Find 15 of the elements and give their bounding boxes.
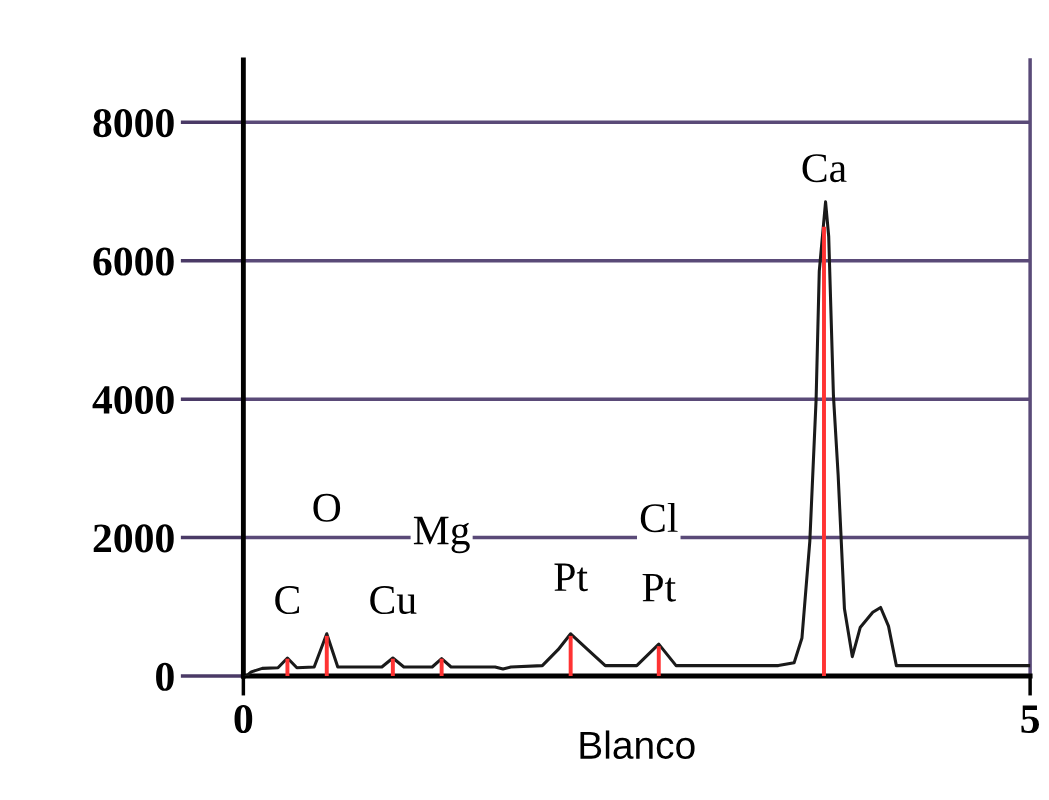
annotation: Cl xyxy=(640,502,678,533)
y-tick-label: 0 xyxy=(156,662,174,691)
annotation: Mg xyxy=(413,516,470,554)
x-tick-label: 5 xyxy=(1021,705,1040,734)
annotation: C xyxy=(275,586,300,615)
y-tick-label: 2000 xyxy=(93,524,174,553)
annotation: Cu xyxy=(370,586,417,615)
annotation: Pt xyxy=(642,573,676,602)
y-tick-label: 6000 xyxy=(93,247,174,276)
y-tick-label: 8000 xyxy=(93,109,174,138)
annotation: Ca xyxy=(802,154,847,183)
y-tick-label: 4000 xyxy=(92,385,174,415)
annotation: O xyxy=(313,493,341,522)
x-axis-title: Blanco xyxy=(580,730,695,760)
annotation: Pt xyxy=(554,563,588,592)
